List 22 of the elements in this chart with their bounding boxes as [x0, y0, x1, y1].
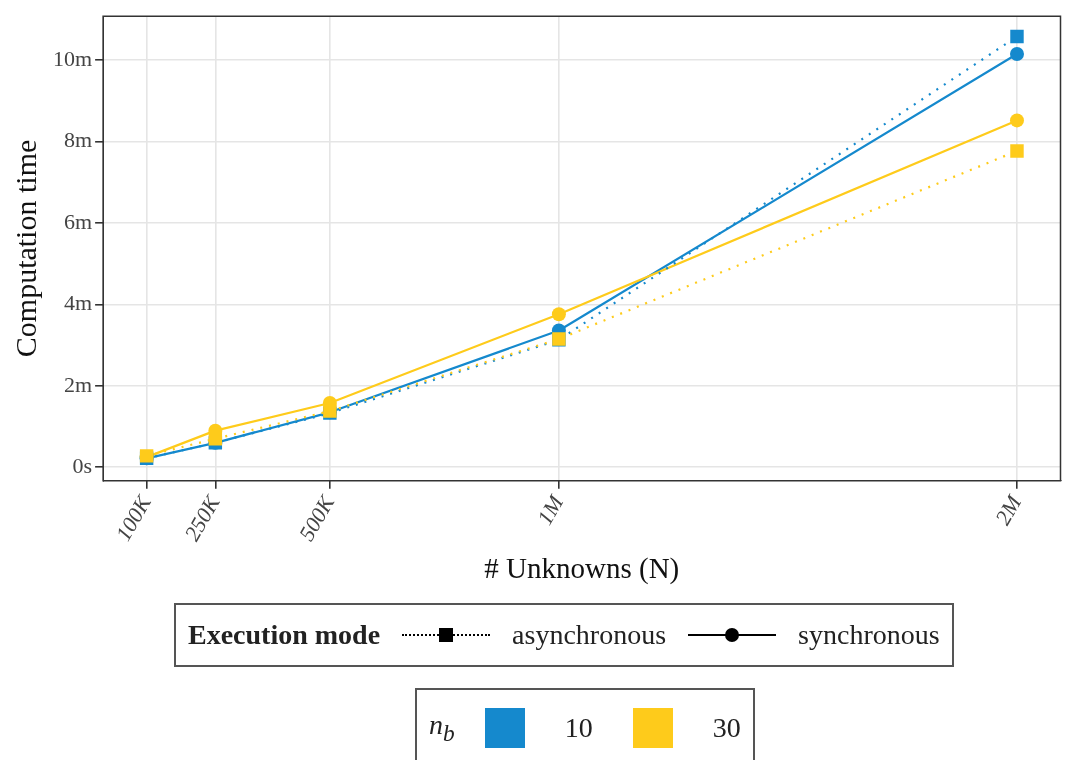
- point: [551, 307, 566, 322]
- y-axis-title: Computation time: [8, 139, 42, 358]
- y-tick-label: 2m: [63, 371, 93, 397]
- point: [1010, 144, 1024, 158]
- text: n$_{b}$: [429, 709, 455, 746]
- point: [208, 432, 223, 446]
- text: asynchronous: [512, 619, 667, 651]
- x-tick-label: 2M: [990, 489, 1028, 530]
- text: 10: [564, 712, 593, 744]
- text: 30: [712, 712, 741, 744]
- text: Execution mode: [188, 619, 381, 650]
- y-tick-label: 4m: [63, 290, 93, 316]
- x-axis-title: # Unknowns (N): [484, 552, 680, 586]
- point: [1009, 113, 1024, 128]
- y-tick-label: 6m: [63, 208, 93, 234]
- y-tick-label: 0s: [72, 453, 93, 479]
- point: [1010, 29, 1024, 44]
- x-tick-label: 1M: [531, 489, 570, 530]
- y-tick-label: 8m: [63, 127, 93, 153]
- y-tick-label: 10m: [52, 45, 93, 71]
- text: synchronous: [798, 619, 940, 651]
- point: [1009, 47, 1024, 62]
